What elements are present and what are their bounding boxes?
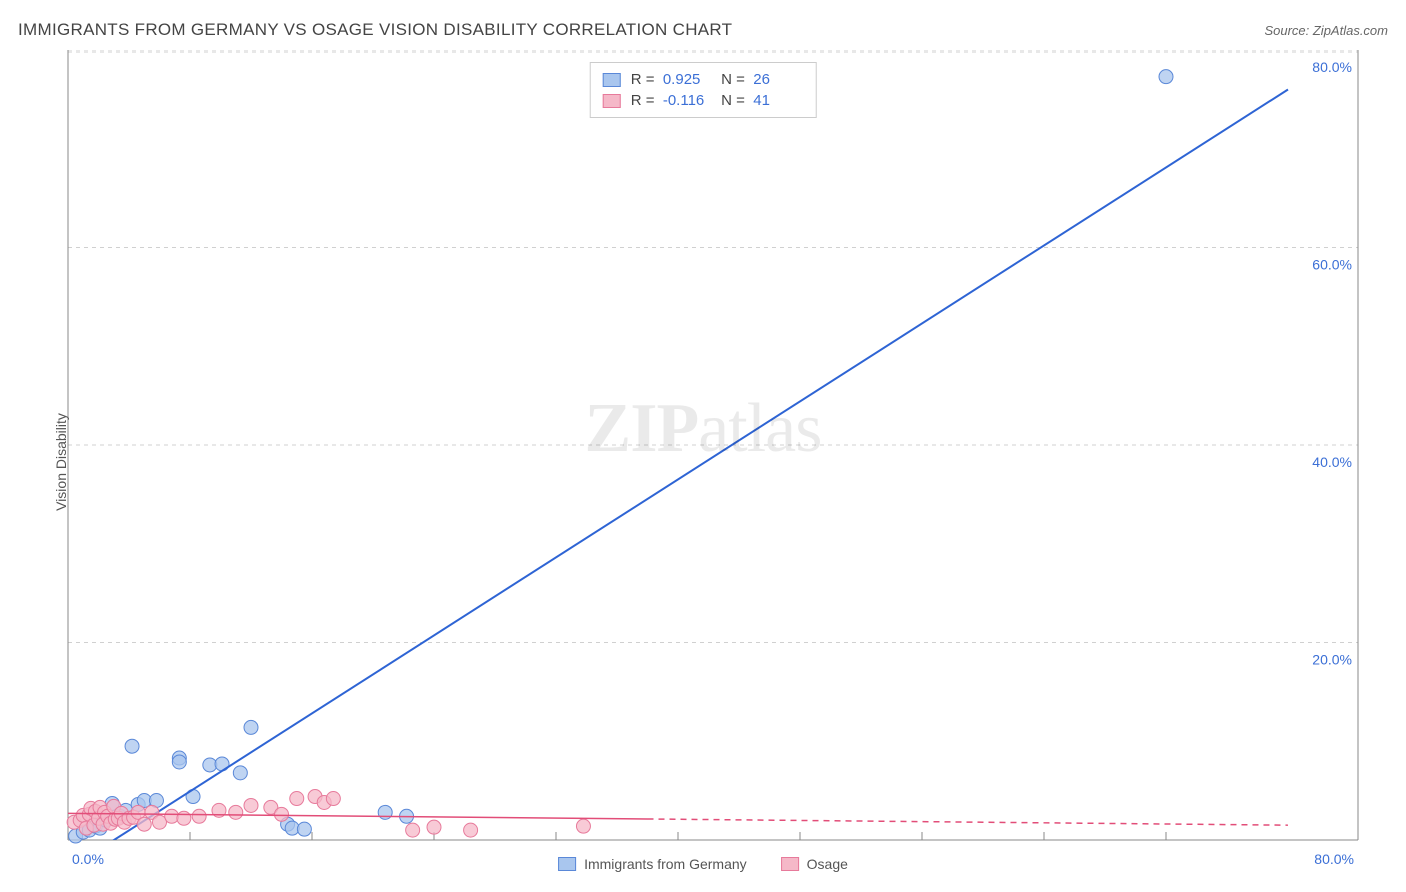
chart-area: Vision Disability 20.0% 40.0% 60.0% 80.0% 0.… [18,50,1388,874]
legend-label: Osage [807,856,848,872]
legend-swatch [558,857,576,871]
correlation-legend: R = 0.925 N = 26R = -0.116 N = 41 [590,62,817,118]
chart-source: Source: ZipAtlas.com [1264,23,1388,38]
svg-text:80.0%: 80.0% [1312,59,1352,75]
svg-text:80.0%: 80.0% [1314,851,1354,867]
svg-text:60.0%: 60.0% [1312,257,1352,273]
chart-header: IMMIGRANTS FROM GERMANY VS OSAGE VISION … [18,20,1388,40]
legend-swatch [781,857,799,871]
series-legend: Immigrants from Germany Osage [558,856,848,872]
svg-text:0.0%: 0.0% [72,851,104,867]
y-axis-label: Vision Disability [53,413,69,511]
scatter-chart: 20.0% 40.0% 60.0% 80.0% 0.0% 80.0% [18,50,1388,874]
svg-text:20.0%: 20.0% [1312,652,1352,668]
legend-swatch [603,94,621,108]
legend-item: Osage [781,856,848,872]
svg-text:40.0%: 40.0% [1312,454,1352,470]
legend-swatch [603,73,621,87]
legend-label: Immigrants from Germany [584,856,747,872]
chart-title: IMMIGRANTS FROM GERMANY VS OSAGE VISION … [18,20,732,40]
correlation-row: R = -0.116 N = 41 [603,90,804,111]
legend-item: Immigrants from Germany [558,856,747,872]
correlation-row: R = 0.925 N = 26 [603,69,804,90]
